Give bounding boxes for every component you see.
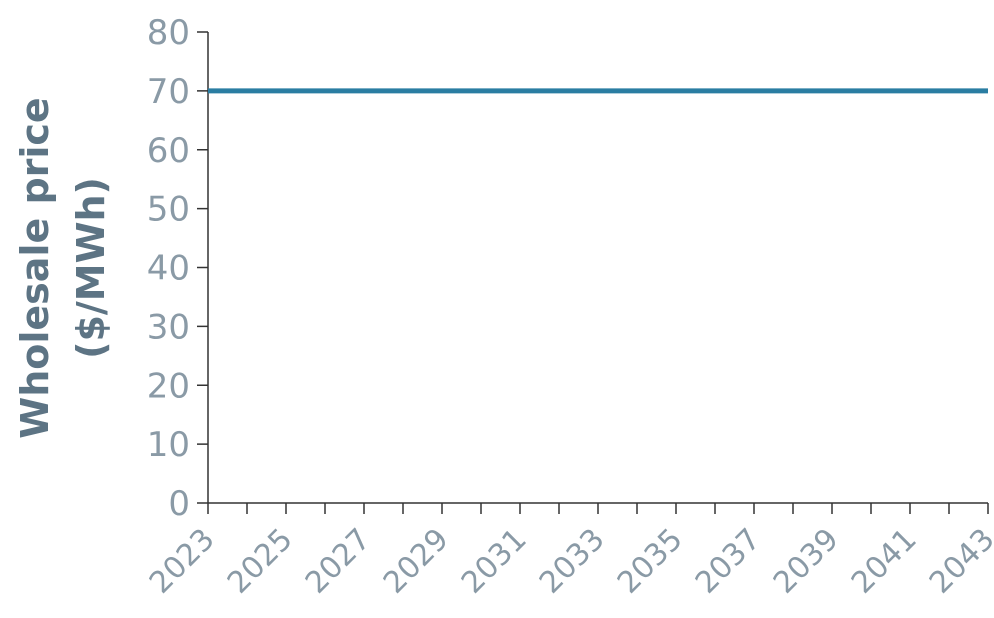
y-tick-label: 0 (168, 484, 190, 524)
x-tick-label: 2043 (923, 522, 994, 601)
y-tick-label: 60 (147, 131, 190, 171)
y-axis-label: Wholesale price ($/MWh) (13, 97, 113, 438)
x-axis: 2023 2025 2027 2029 2031 2033 2035 2037 2039 2041… (143, 503, 994, 601)
y-tick-label: 40 (147, 249, 190, 289)
x-tick-label: 2035 (611, 522, 690, 601)
y-tick-label: 20 (147, 366, 190, 406)
x-tick-label: 2033 (533, 522, 612, 601)
x-tick-label: 2025 (221, 522, 300, 601)
y-axis-label-line-2: ($/MWh) (69, 177, 113, 359)
x-tick-label: 2027 (299, 522, 378, 601)
y-tick-label: 50 (147, 190, 190, 230)
x-tick-label: 2023 (143, 522, 222, 601)
x-tick-label: 2041 (845, 522, 924, 601)
x-tick-label: 2029 (377, 522, 456, 601)
x-tick-label: 2037 (689, 522, 768, 601)
x-tick-label: 2031 (455, 522, 534, 601)
y-tick-label: 30 (147, 307, 190, 347)
y-tick-label: 70 (147, 72, 190, 112)
y-axis: 0 10 20 30 40 50 60 70 80 (147, 13, 208, 524)
y-axis-label-line-1: Wholesale price (13, 97, 57, 438)
y-tick-label: 80 (147, 13, 190, 53)
y-tick-label: 10 (147, 425, 190, 465)
x-tick-label: 2039 (767, 522, 846, 601)
